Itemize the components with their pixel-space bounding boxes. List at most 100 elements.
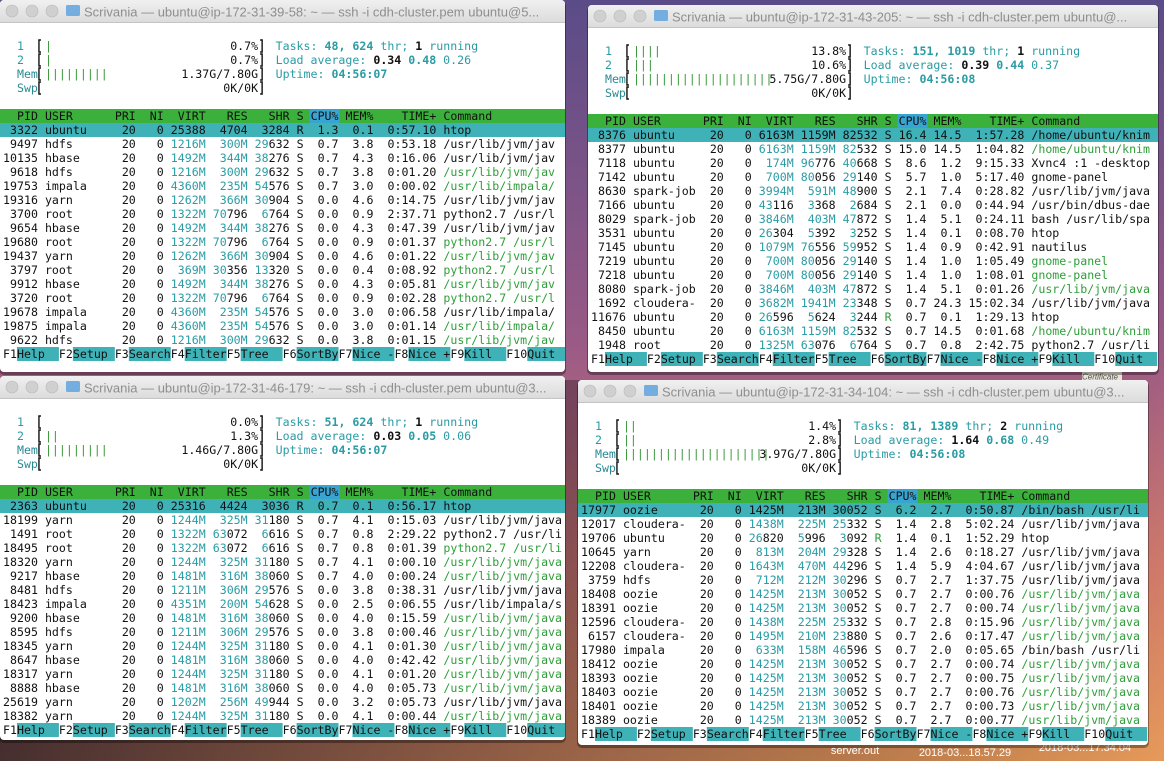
function-label[interactable]: Kill [464, 723, 492, 737]
function-label-background[interactable] [128, 347, 171, 361]
terminal-window[interactable]: Scrivania — ubuntu@ip-172-31-39-58: ~ — … [0, 0, 569, 372]
function-label[interactable]: Filter [763, 727, 805, 741]
function-label[interactable]: Setup [73, 723, 108, 737]
function-label[interactable]: Help [17, 347, 45, 361]
function-label[interactable]: SortBy [875, 727, 917, 741]
window-button[interactable] [583, 384, 597, 398]
function-label-background[interactable] [650, 727, 693, 741]
function-label[interactable]: Tree [241, 723, 269, 737]
function-label[interactable]: Tree [829, 352, 857, 366]
function-label[interactable]: Quit [527, 723, 555, 737]
process-cell: 1:29.13 [976, 310, 1025, 324]
function-label[interactable]: Nice + [408, 347, 450, 361]
function-label[interactable]: Tree [241, 347, 269, 361]
function-label-background[interactable] [1052, 352, 1095, 366]
window-button[interactable] [25, 4, 39, 18]
window-button[interactable] [613, 9, 627, 23]
function-label-background[interactable] [986, 727, 1029, 741]
function-label[interactable]: Search [707, 727, 749, 741]
function-label[interactable]: Setup [661, 352, 696, 366]
function-label-background[interactable] [464, 347, 507, 361]
terminal-window[interactable]: Scrivania — ubuntu@ip-172-31-46-179: ~ —… [0, 376, 569, 740]
function-label-background[interactable] [772, 352, 815, 366]
meter-value: 1.46G/7.80G [181, 443, 258, 457]
function-label-background[interactable] [184, 347, 227, 361]
function-label[interactable]: Search [129, 347, 171, 361]
function-label[interactable]: Nice - [353, 723, 395, 737]
function-label[interactable]: Nice - [931, 727, 973, 741]
function-label[interactable]: Kill [464, 347, 492, 361]
process-cell: 14.5 [934, 128, 962, 142]
function-label[interactable]: Nice + [408, 723, 450, 737]
function-label-background[interactable] [408, 723, 451, 737]
function-label-background[interactable] [464, 723, 507, 737]
function-label[interactable]: Search [717, 352, 759, 366]
function-label-background[interactable] [762, 727, 805, 741]
function-label-background[interactable] [527, 347, 569, 361]
function-label[interactable]: Quit [1105, 727, 1133, 741]
function-label[interactable]: Kill [1052, 352, 1080, 366]
function-label[interactable]: Help [17, 723, 45, 737]
function-label-background[interactable] [930, 727, 973, 741]
function-label[interactable]: Filter [773, 352, 815, 366]
window-button[interactable] [25, 380, 39, 394]
function-label-background[interactable] [1042, 727, 1085, 741]
function-label[interactable]: Help [595, 727, 623, 741]
function-label-background[interactable] [72, 723, 115, 737]
function-label[interactable]: Kill [1042, 727, 1070, 741]
function-label-background[interactable] [996, 352, 1039, 366]
function-label[interactable]: SortBy [297, 347, 339, 361]
window-button[interactable] [623, 384, 637, 398]
window-button[interactable] [603, 384, 617, 398]
terminal-window[interactable]: Scrivania — ubuntu@ip-172-31-43-205: ~ —… [588, 5, 1158, 372]
function-label-background[interactable] [184, 723, 227, 737]
desktop-icon[interactable] [1082, 372, 1122, 382]
window-button[interactable] [5, 4, 19, 18]
function-label[interactable]: Nice - [941, 352, 983, 366]
function-label-background[interactable] [940, 352, 983, 366]
function-label-background[interactable] [72, 347, 115, 361]
function-label-background[interactable] [527, 723, 569, 737]
function-label-background[interactable] [408, 347, 451, 361]
function-label-background[interactable] [296, 347, 339, 361]
function-label-background[interactable] [296, 723, 339, 737]
function-label-background[interactable] [828, 352, 871, 366]
function-label[interactable]: Nice + [986, 727, 1028, 741]
function-label[interactable]: Quit [527, 347, 555, 361]
function-label-background[interactable] [604, 352, 647, 366]
function-label-background[interactable] [16, 723, 59, 737]
function-label-background[interactable] [660, 352, 703, 366]
function-label[interactable]: Tree [819, 727, 847, 741]
function-label-background[interactable] [1115, 352, 1158, 366]
function-label[interactable]: SortBy [885, 352, 927, 366]
function-label[interactable]: Help [605, 352, 633, 366]
function-label[interactable]: Nice - [353, 347, 395, 361]
window-button[interactable] [45, 380, 59, 394]
function-label-background[interactable] [240, 347, 283, 361]
window-button[interactable] [593, 9, 607, 23]
function-label[interactable]: Setup [73, 347, 108, 361]
function-label[interactable]: Filter [185, 723, 227, 737]
function-label-background[interactable] [1105, 727, 1148, 741]
function-label[interactable]: Nice + [996, 352, 1038, 366]
function-label-background[interactable] [818, 727, 861, 741]
function-label-background[interactable] [352, 723, 395, 737]
function-label-background[interactable] [716, 352, 759, 366]
function-label[interactable]: SortBy [297, 723, 339, 737]
window-button[interactable] [633, 9, 647, 23]
function-label[interactable]: Setup [651, 727, 686, 741]
window-button[interactable] [5, 380, 19, 394]
function-label-background[interactable] [352, 347, 395, 361]
function-label-background[interactable] [884, 352, 927, 366]
function-label-background[interactable] [16, 347, 59, 361]
function-label[interactable]: Filter [185, 347, 227, 361]
function-label-background[interactable] [706, 727, 749, 741]
function-label-background[interactable] [128, 723, 171, 737]
function-label-background[interactable] [594, 727, 637, 741]
window-button[interactable] [45, 4, 59, 18]
function-label[interactable]: Quit [1115, 352, 1143, 366]
function-label-background[interactable] [874, 727, 917, 741]
function-label[interactable]: Search [129, 723, 171, 737]
terminal-window[interactable]: Scrivania — ubuntu@ip-172-31-34-104: ~ —… [578, 380, 1148, 745]
function-label-background[interactable] [240, 723, 283, 737]
